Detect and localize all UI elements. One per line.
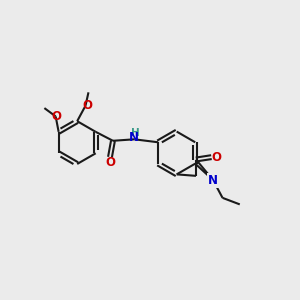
Text: O: O (105, 156, 115, 169)
Text: N: N (208, 174, 218, 187)
Text: O: O (52, 110, 62, 123)
Text: O: O (82, 99, 92, 112)
Text: O: O (212, 151, 221, 164)
Text: N: N (129, 131, 139, 144)
Text: H: H (130, 128, 139, 138)
